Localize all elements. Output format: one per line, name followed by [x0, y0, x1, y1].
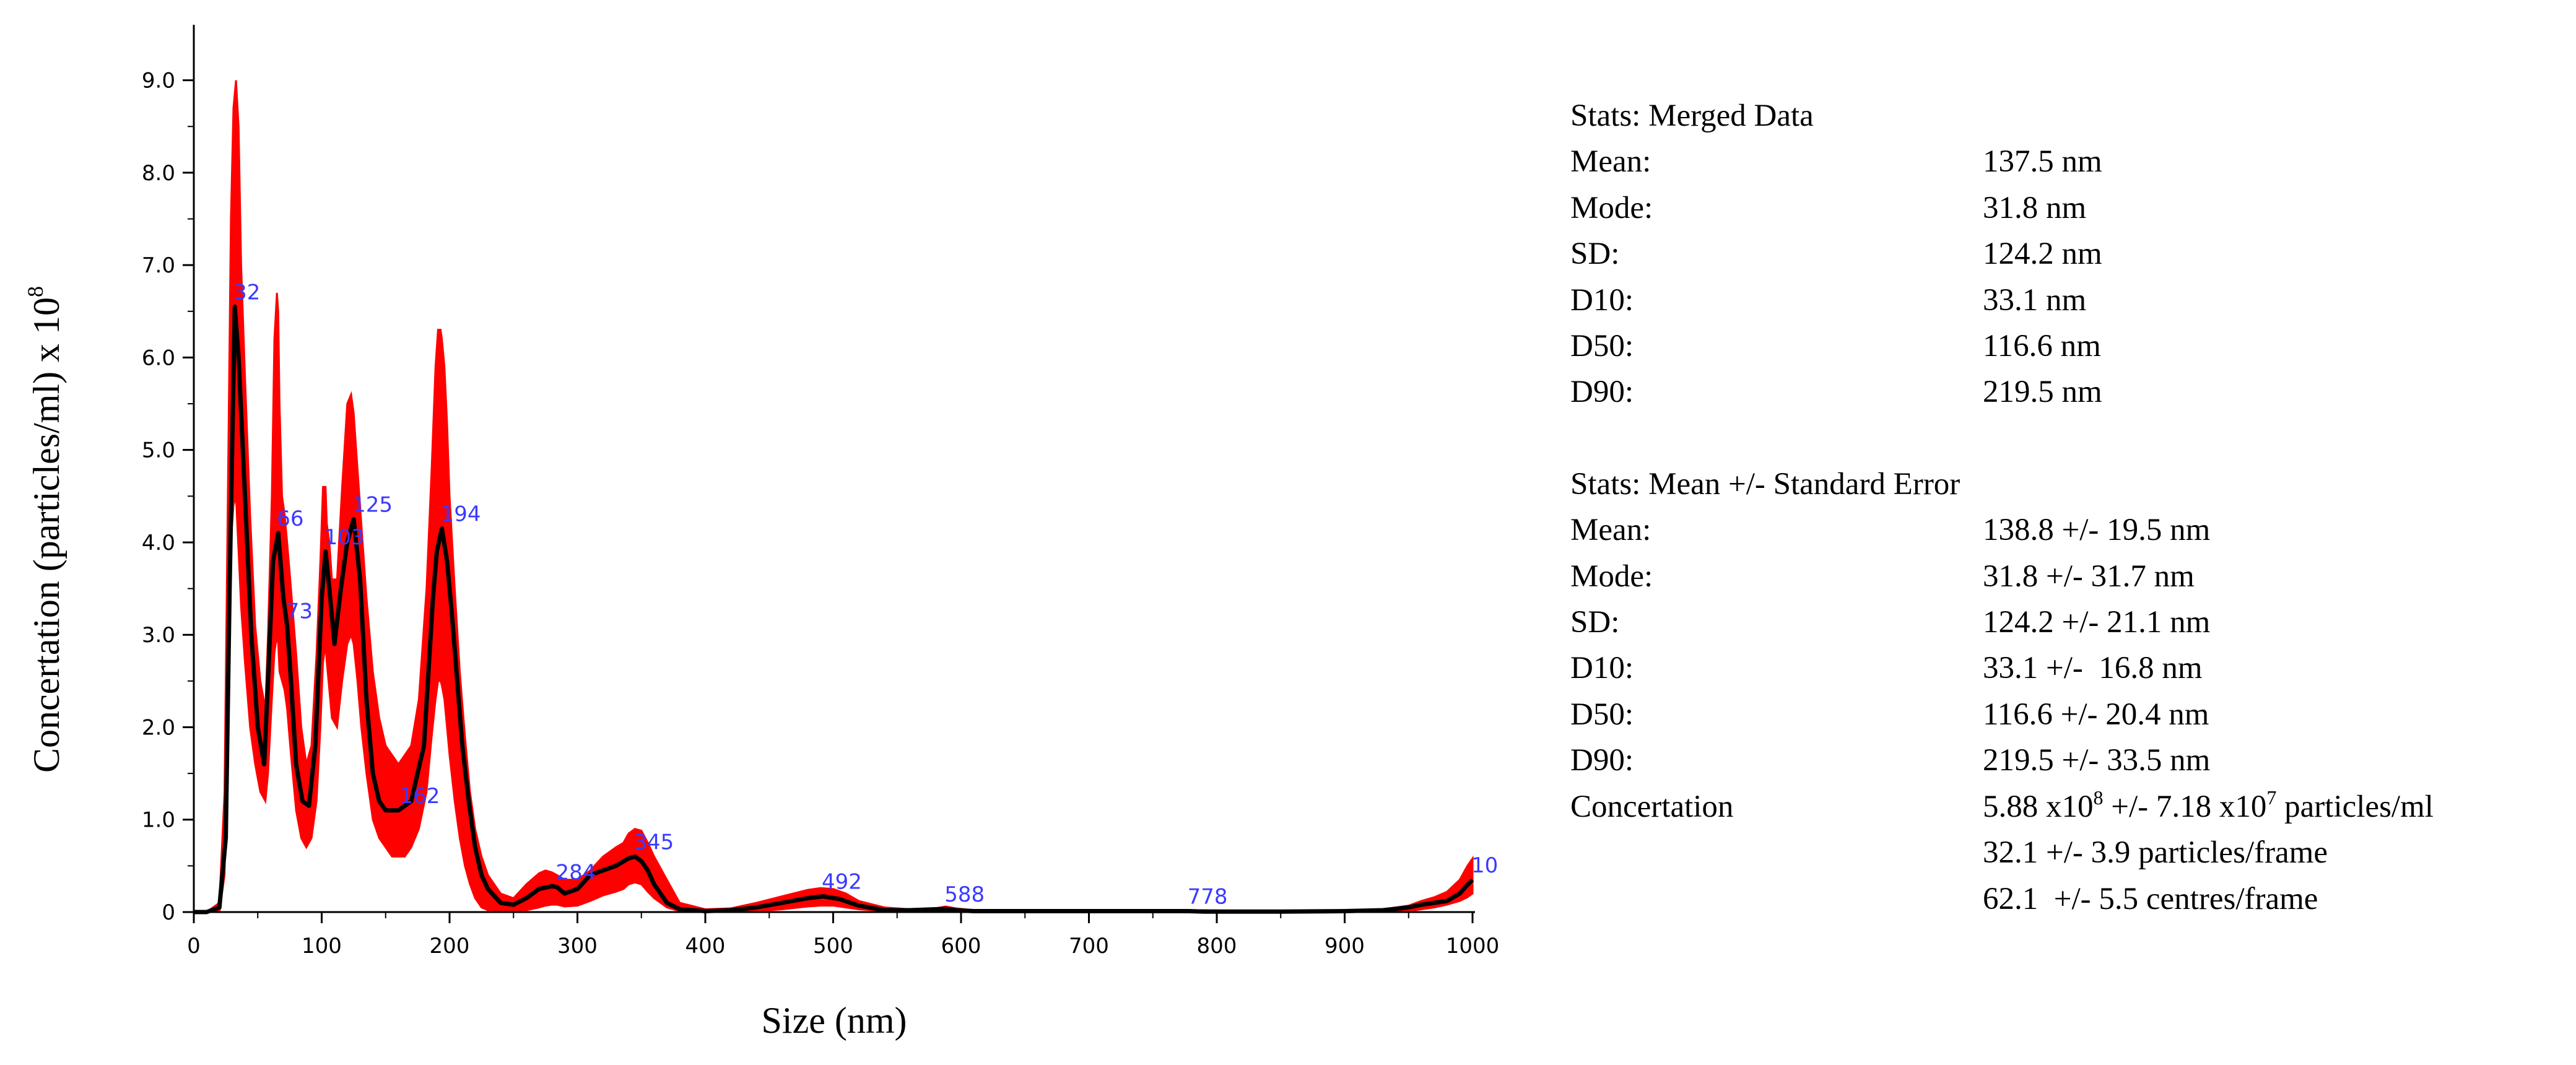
- x-tick-label: 100: [302, 934, 342, 958]
- stats-row: Mean: 137.5 nm: [1570, 139, 2561, 185]
- standard-error-band-layer: [194, 80, 1474, 913]
- x-tick-label: 600: [941, 934, 981, 958]
- stats-row: 62.1 +/- 5.5 centres/frame: [1570, 876, 2561, 922]
- peak-label: 103: [324, 525, 365, 550]
- stats-row: 32.1 +/- 3.9 particles/frame: [1570, 830, 2561, 876]
- concentration-value: 5.88 x108 +/- 7.18 x107 particles/ml: [1983, 786, 2434, 824]
- stats-value: 124.2 +/- 21.1 nm: [1983, 605, 2211, 640]
- stats-row: Mode: 31.8 +/- 31.7 nm: [1570, 554, 2561, 599]
- stats-row: Mode: 31.8 nm: [1570, 185, 2561, 231]
- stats-value: 33.1 nm: [1983, 282, 2087, 318]
- stats-value: 62.1 +/- 5.5 centres/frame: [1983, 881, 2318, 916]
- mean-line-layer: [194, 304, 1474, 915]
- x-tick-label: 500: [813, 934, 853, 958]
- stats-key: D10:: [1570, 651, 1634, 686]
- peak-label: 125: [352, 493, 393, 518]
- stats-row: D50: 116.6 +/- 20.4 nm: [1570, 692, 2561, 737]
- y-tick-label: 3.0: [142, 623, 175, 648]
- stats-row: SD: 124.2 +/- 21.1 nm: [1570, 599, 2561, 645]
- stats-value: 219.5 nm: [1983, 375, 2102, 410]
- x-tick-label: 0: [187, 934, 201, 958]
- x-tick-label: 800: [1197, 934, 1237, 958]
- y-tick-label: 0: [162, 900, 175, 925]
- stats-value: 116.6 nm: [1983, 329, 2101, 364]
- se-stats-rows: Mean: 138.8 +/- 19.5 nm Mode: 31.8 +/- 31.7…: [1570, 507, 2561, 783]
- extra-stats-rows: 32.1 +/- 3.9 particles/frame 62.1 +/- 5.5…: [1570, 830, 2561, 922]
- concentration-label: Concertation: [1570, 789, 1734, 824]
- y-tick-label: 6.0: [142, 346, 175, 370]
- stats-value: 124.2 nm: [1983, 237, 2102, 272]
- stats-key-empty: [1570, 830, 1983, 876]
- peak-label: 194: [441, 502, 481, 527]
- peak-labels: 32 66 73 103 125 162 194 284 345 492 588 778 1000: [233, 280, 1499, 909]
- stats-value: 137.5 nm: [1983, 144, 2102, 180]
- stats-row: D10: 33.1 nm: [1570, 277, 2561, 323]
- stats-value: 219.5 +/- 33.5 nm: [1983, 743, 2211, 778]
- x-tick-label: 300: [557, 934, 598, 958]
- stats-key: Mean:: [1570, 144, 1651, 180]
- y-tick-label: 5.0: [142, 438, 175, 463]
- y-tick-label: 7.0: [142, 253, 175, 278]
- y-tick-label: 4.0: [142, 531, 175, 555]
- stats-value: 33.1 +/- 16.8 nm: [1983, 651, 2203, 686]
- y-tick-label: 9.0: [142, 69, 175, 93]
- stats-key: D90:: [1570, 743, 1634, 778]
- stats-value: 32.1 +/- 3.9 particles/frame: [1983, 835, 2328, 871]
- axes: 0 100 200 300 400 500 600 700 800 900 1000 0 1.0 2.0 3…: [142, 25, 1499, 958]
- stats-key: Mean:: [1570, 513, 1651, 548]
- merged-stats-title: Stats: Merged Data: [1570, 98, 1814, 133]
- stats-row: SD: 124.2 nm: [1570, 231, 2561, 277]
- merged-stats-rows: Mean: 137.5 nm Mode: 31.8 nm SD: 124.2 nm D10:…: [1570, 139, 2561, 415]
- peak-label: 284: [555, 861, 596, 885]
- stats-row: D50: 116.6 nm: [1570, 323, 2561, 369]
- peak-label: 162: [400, 784, 440, 809]
- concentration-row: Concertation 5.88 x108 +/- 7.18 x107 par…: [1570, 784, 2561, 830]
- stats-key: D50:: [1570, 329, 1634, 364]
- stats-key: Mode:: [1570, 559, 1653, 594]
- peak-label: 345: [633, 830, 674, 854]
- stats-key: SD:: [1570, 605, 1620, 640]
- peak-label: 778: [1188, 885, 1228, 910]
- stats-key: D90:: [1570, 375, 1634, 410]
- x-axis-label: Size (nm): [762, 1000, 907, 1041]
- stats-value: 116.6 +/- 20.4 nm: [1983, 697, 2209, 732]
- y-tick-label: 8.0: [142, 161, 175, 186]
- x-tick-label: 400: [685, 934, 726, 958]
- stats-key: SD:: [1570, 237, 1620, 272]
- stats-key: D50:: [1570, 697, 1634, 732]
- y-tick-label: 2.0: [142, 715, 175, 740]
- stats-value: 31.8 nm: [1983, 190, 2087, 225]
- y-tick-label: 1.0: [142, 808, 175, 833]
- peak-label: 492: [822, 870, 862, 895]
- stats-spacer: [1570, 415, 2561, 461]
- stats-value: 138.8 +/- 19.5 nm: [1983, 513, 2211, 548]
- x-tick-label: 1000: [1446, 934, 1499, 958]
- stats-row: Mean: 138.8 +/- 19.5 nm: [1570, 507, 2561, 553]
- peak-label: 66: [277, 506, 303, 531]
- stats-key: D10:: [1570, 282, 1634, 318]
- standard-error-band: [194, 80, 1474, 913]
- peak-label: 73: [286, 599, 313, 624]
- x-tick-label: 200: [430, 934, 470, 958]
- y-axis-label: Concertation (particles/ml) x 108: [23, 286, 67, 773]
- stats-key-empty: [1570, 876, 1983, 922]
- peak-label: 1000: [1471, 853, 1499, 878]
- stats-row: D10: 33.1 +/- 16.8 nm: [1570, 645, 2561, 691]
- stats-key: Mode:: [1570, 190, 1653, 225]
- peak-label: 588: [944, 882, 985, 907]
- stats-value: 31.8 +/- 31.7 nm: [1983, 559, 2195, 594]
- stats-row: D90: 219.5 nm: [1570, 369, 2561, 415]
- concentration-chart: 0 100 200 300 400 500 600 700 800 900 1000 0 1.0 2.0 3…: [23, 25, 1499, 1041]
- se-stats-title: Stats: Mean +/- Standard Error: [1570, 466, 1960, 502]
- stats-row: D90: 219.5 +/- 33.5 nm: [1570, 737, 2561, 783]
- y-axis-label-exponent: 8: [23, 286, 48, 297]
- peak-label: 32: [233, 280, 260, 305]
- x-tick-label: 900: [1325, 934, 1365, 958]
- y-axis-label-base: Concertation (particles/ml) x 10: [26, 297, 67, 773]
- stats-panel: Stats: Merged Data Mean: 137.5 nm Mode: 31.…: [1570, 93, 2561, 922]
- x-tick-label: 700: [1069, 934, 1109, 958]
- mean-concentration-line: [194, 304, 1474, 915]
